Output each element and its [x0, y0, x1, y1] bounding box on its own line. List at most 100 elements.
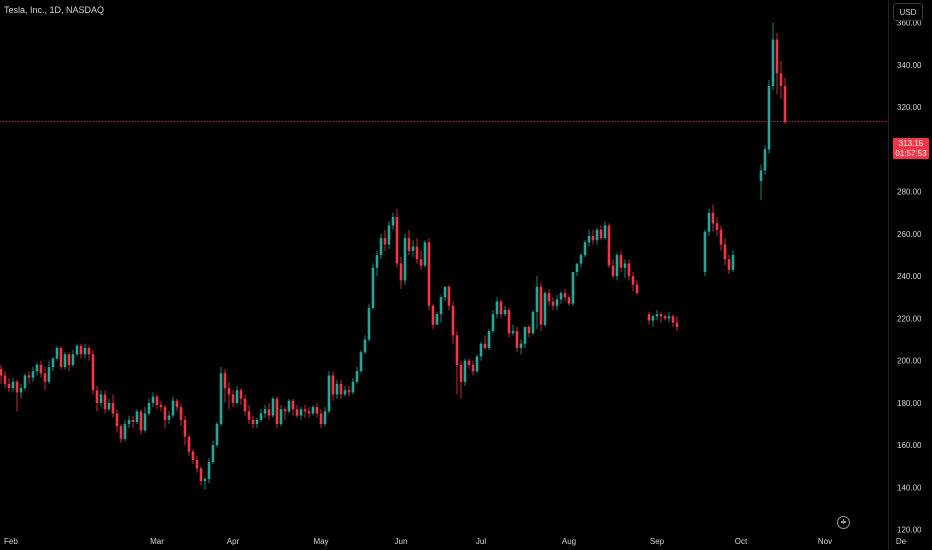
candle-up: [511, 331, 515, 334]
candle-up: [579, 255, 583, 264]
candle-up: [255, 419, 259, 425]
candle-down: [303, 409, 307, 412]
candle-down: [315, 407, 319, 414]
candle-down: [307, 411, 311, 414]
candle-down: [431, 305, 435, 325]
candle-up: [107, 402, 111, 410]
candle-up: [143, 413, 147, 431]
time-axis-tick-label: Jul: [476, 537, 486, 546]
candle-up: [731, 255, 735, 270]
candle-down: [179, 407, 183, 420]
candle-down: [319, 413, 323, 425]
candle-up: [323, 411, 327, 425]
candle-up: [51, 358, 55, 368]
candle-down: [395, 217, 399, 264]
candle-down: [539, 286, 543, 325]
candle-up: [503, 309, 507, 315]
candle-down: [291, 400, 295, 410]
candle-up: [327, 375, 331, 412]
candle-up: [55, 347, 59, 359]
candle-up: [667, 316, 671, 319]
candle-up: [31, 371, 35, 378]
candle-down: [295, 409, 299, 416]
candle-down: [399, 263, 403, 281]
candle-up: [359, 352, 363, 372]
candle-down: [119, 426, 123, 439]
candle-up: [767, 86, 771, 150]
candle-up: [463, 360, 467, 382]
candle-down: [647, 314, 651, 321]
candle-up: [355, 371, 359, 382]
candle-down: [723, 244, 727, 260]
candle-up: [335, 383, 339, 395]
candle-down: [627, 263, 631, 277]
candle-up: [443, 286, 447, 298]
candle-down: [223, 373, 227, 389]
candle-up: [351, 381, 355, 393]
candle-up: [487, 331, 491, 348]
candle-up: [311, 407, 315, 414]
candle-down: [331, 375, 335, 395]
candle-up: [263, 409, 267, 414]
candle-down: [139, 411, 143, 431]
candle-up: [47, 367, 51, 382]
candle-up: [391, 217, 395, 226]
candle-down: [247, 411, 251, 420]
price-axis-tick-label: 200.00: [897, 357, 922, 366]
candle-up: [379, 238, 383, 256]
candle-down: [199, 468, 203, 482]
candle-down: [347, 390, 351, 393]
candle-down: [27, 375, 31, 378]
candle-down: [87, 347, 91, 355]
candle-up: [35, 364, 39, 372]
candle-up: [151, 396, 155, 403]
candle-up: [571, 271, 575, 304]
candle-down: [715, 223, 719, 230]
candle-down: [283, 409, 287, 412]
candle-up: [759, 170, 763, 182]
candle-up: [655, 314, 659, 317]
price-axis-tick-label: 240.00: [897, 272, 922, 281]
price-axis-tick-label: 320.00: [897, 103, 922, 112]
candle-up: [575, 263, 579, 272]
candle-up: [235, 390, 239, 403]
candle-down: [671, 316, 675, 323]
candle-up: [127, 419, 131, 425]
candle-down: [79, 345, 83, 355]
candle-down: [3, 375, 7, 384]
price-axis-tick-label: 120.00: [897, 526, 922, 535]
candle-up: [555, 299, 559, 306]
candle-down: [499, 301, 503, 315]
candle-up: [207, 462, 211, 479]
price-axis-tick-label: 340.00: [897, 61, 922, 70]
candle-up: [219, 373, 223, 425]
price-axis-tick-label: 220.00: [897, 314, 922, 323]
candle-down: [231, 394, 235, 403]
candle-up: [435, 314, 439, 325]
price-axis-tick-label: 140.00: [897, 483, 922, 492]
candle-down: [187, 436, 191, 452]
candle-up: [595, 229, 599, 241]
candle-down: [59, 347, 63, 368]
candle-down: [567, 297, 571, 304]
candle-up: [287, 400, 291, 412]
candle-up: [75, 345, 79, 355]
candle-up: [363, 339, 367, 353]
candle-up: [411, 246, 415, 251]
candle-up: [167, 415, 171, 420]
candle-down: [459, 364, 463, 382]
plus-circle-icon[interactable]: [837, 516, 850, 529]
candle-down: [163, 407, 167, 420]
currency-button[interactable]: USD: [893, 3, 923, 21]
candle-up: [171, 400, 175, 416]
candle-down: [427, 242, 431, 306]
candle-up: [343, 390, 347, 395]
current-price-tag: 313.15 01:57:53: [893, 138, 929, 159]
candle-down: [267, 409, 271, 416]
candle-up: [523, 326, 527, 344]
candle-down: [67, 354, 71, 365]
candle-up: [771, 39, 775, 87]
candle-down: [155, 396, 159, 406]
candle-down: [471, 364, 475, 372]
